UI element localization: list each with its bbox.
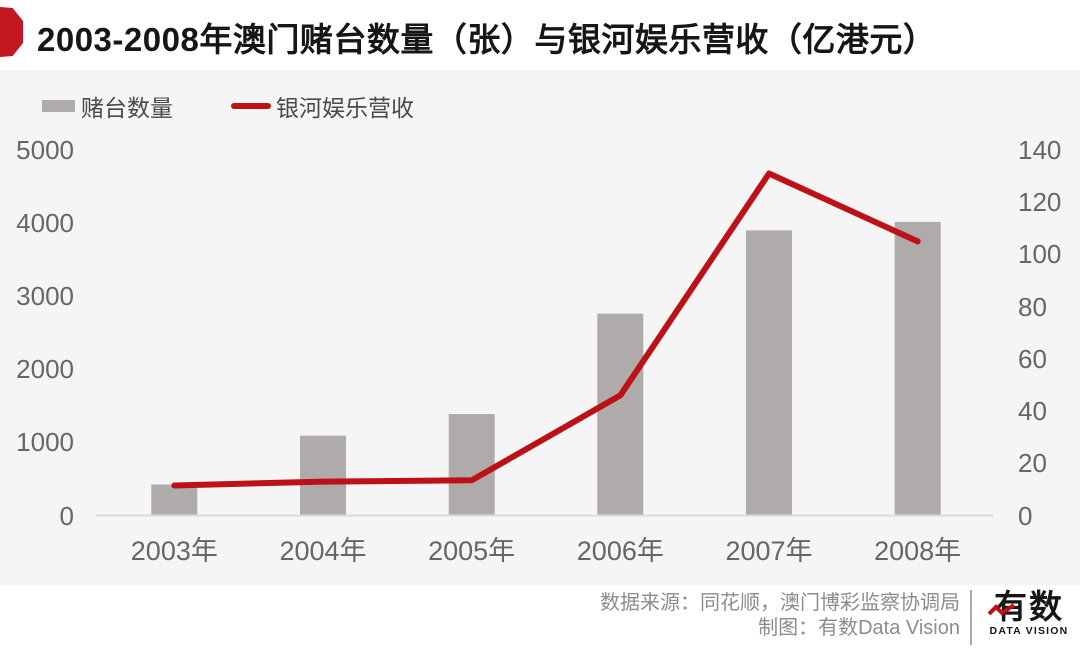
y-axis-left-tick-4000: 4000 [16, 208, 74, 239]
logo-zigzag-icon [988, 603, 1015, 616]
x-axis-label-2008年: 2008年 [874, 536, 962, 566]
bar-2005年 [448, 414, 495, 516]
footer: 数据来源：同花顺，澳门博彩监察协调局 制图：有数Data Vision 有数 D… [0, 585, 1080, 649]
y-axis-left-tick-3000: 3000 [16, 281, 74, 312]
y-axis-right-tick-40: 40 [1018, 396, 1047, 427]
bar-2008年 [894, 221, 941, 516]
bar-2003年 [151, 484, 198, 516]
line-series-swatch-icon [231, 103, 271, 109]
y-axis-left-tick-1000: 1000 [16, 427, 74, 458]
title-ribbon-icon [0, 7, 23, 57]
x-axis-label-2006年: 2006年 [576, 536, 664, 566]
y-axis-left-tick-0: 0 [59, 500, 74, 531]
y-axis-left-tick-5000: 5000 [16, 135, 74, 165]
bar-2006年 [597, 313, 644, 516]
data-source-text: 数据来源：同花顺，澳门博彩监察协调局 [600, 592, 960, 614]
title-band: 2003-2008年澳门赌台数量（张）与银河娱乐营收（亿港元） [0, 0, 1080, 70]
logo-cn-text: 有数 [983, 590, 1075, 623]
y-axis-right-tick-80: 80 [1018, 291, 1047, 322]
y-axis-right-tick-120: 120 [1018, 187, 1062, 218]
y-axis-left-tick-2000: 2000 [16, 354, 74, 385]
y-axis-right-tick-20: 20 [1018, 448, 1047, 479]
page-title: 2003-2008年澳门赌台数量（张）与银河娱乐营收（亿港元） [37, 21, 937, 58]
data-vision-logo: 有数 DATA VISION [983, 590, 1075, 637]
x-axis-label-2004年: 2004年 [279, 536, 367, 566]
bar-series-swatch-icon [42, 100, 75, 112]
x-axis-label-2005年: 2005年 [428, 536, 516, 566]
footer-divider [970, 590, 972, 645]
x-axis-label-2003年: 2003年 [130, 536, 218, 566]
chart-legend: 赌台数量 银河娱乐营收 [42, 94, 414, 121]
bar-2004年 [300, 435, 346, 516]
y-axis-right-tick-0: 0 [1018, 500, 1033, 531]
x-axis-label-2007年: 2007年 [725, 536, 813, 566]
chart-credit-text: 制图：有数Data Vision [758, 617, 960, 639]
legend-label-revenue: 银河娱乐营收 [276, 95, 414, 121]
revenue-line [171, 170, 921, 489]
y-axis-right-tick-100: 100 [1018, 239, 1062, 270]
footer-credits: 数据来源：同花顺，澳门博彩监察协调局 制图：有数Data Vision [600, 591, 960, 641]
y-axis-right-tick-140: 140 [1018, 135, 1062, 165]
y-axis-right-tick-60: 60 [1018, 343, 1047, 374]
bar-2007年 [746, 230, 792, 516]
legend-label-tables: 赌台数量 [81, 95, 173, 121]
logo-en-text: DATA VISION [989, 625, 1069, 637]
